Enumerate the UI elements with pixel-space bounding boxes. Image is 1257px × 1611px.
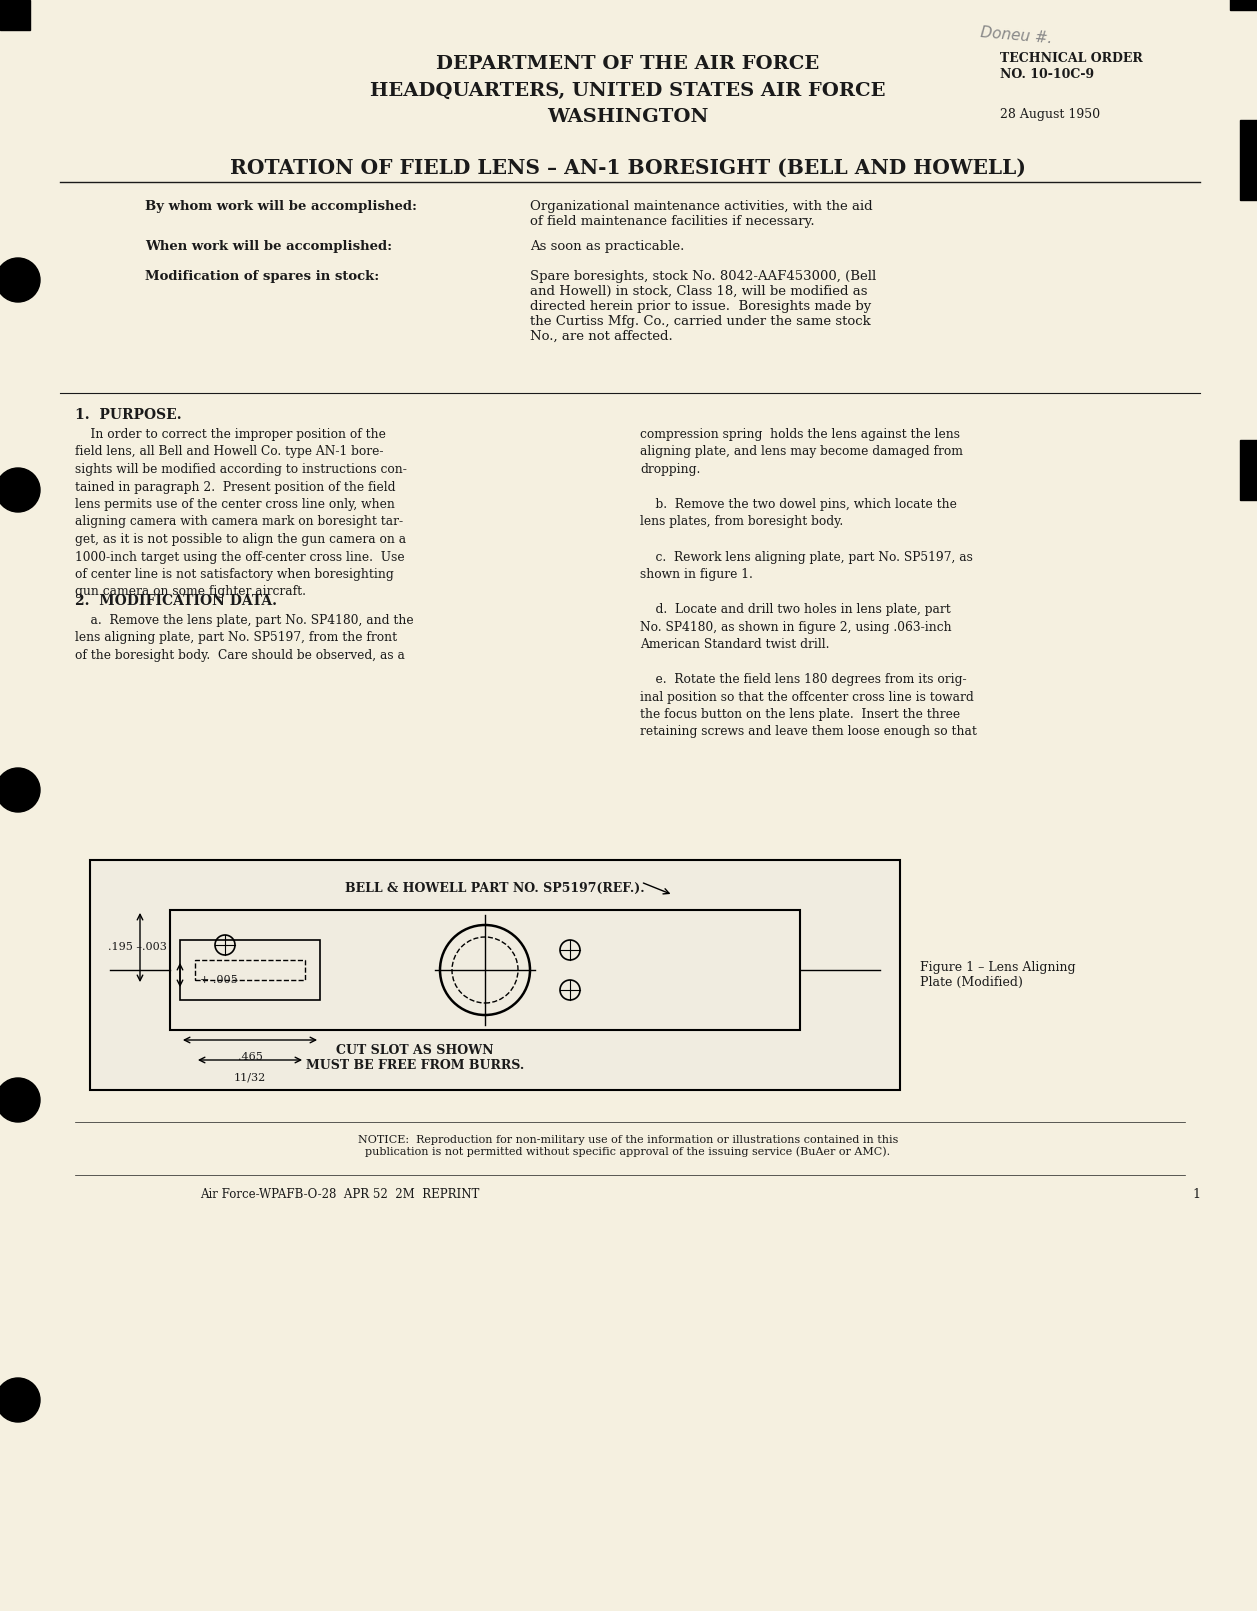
Text: .195 –.003: .195 –.003 [108,942,167,952]
Circle shape [0,1377,40,1423]
Text: a.  Remove the lens plate, part No. SP4180, and the
lens aligning plate, part No: a. Remove the lens plate, part No. SP418… [75,614,414,662]
Text: HEADQUARTERS, UNITED STATES AIR FORCE: HEADQUARTERS, UNITED STATES AIR FORCE [371,82,886,100]
Circle shape [0,469,40,512]
Text: .465: .465 [238,1052,263,1062]
Text: 1: 1 [1192,1187,1200,1200]
Text: ROTATION OF FIELD LENS – AN-1 BORESIGHT (BELL AND HOWELL): ROTATION OF FIELD LENS – AN-1 BORESIGHT … [230,158,1026,177]
Bar [180,939,321,1000]
Text: 11/32: 11/32 [234,1071,266,1083]
Text: Doneu #.: Doneu #. [980,26,1053,47]
Bar [91,860,900,1091]
Text: NO. 10-10C-9: NO. 10-10C-9 [1001,68,1094,81]
Circle shape [0,768,40,812]
Text: Modification of spares in stock:: Modification of spares in stock: [145,271,380,284]
Bar [1231,0,1257,10]
Text: CUT SLOT AS SHOWN
MUST BE FREE FROM BURRS.: CUT SLOT AS SHOWN MUST BE FREE FROM BURR… [305,1044,524,1071]
Text: Figure 1 – Lens Aligning
Plate (Modified): Figure 1 – Lens Aligning Plate (Modified… [920,962,1076,989]
Text: When work will be accomplished:: When work will be accomplished: [145,240,392,253]
Text: WASHINGTON: WASHINGTON [547,108,709,126]
Text: NOTICE:  Reproduction for non-military use of the information or illustrations c: NOTICE: Reproduction for non-military us… [358,1136,899,1157]
Bar [0,0,30,31]
Bar [170,910,799,1029]
Text: Air Force-WPAFB-O-28  APR 52  2M  REPRINT: Air Force-WPAFB-O-28 APR 52 2M REPRINT [200,1187,479,1200]
Text: TECHNICAL ORDER: TECHNICAL ORDER [1001,52,1143,64]
Text: BELL & HOWELL PART NO. SP5197(REF.).: BELL & HOWELL PART NO. SP5197(REF.). [346,881,645,896]
Text: + .005: + .005 [200,975,238,984]
Text: 28 August 1950: 28 August 1950 [1001,108,1100,121]
Circle shape [0,1078,40,1121]
Bar [0,0,20,5]
Text: As soon as practicable.: As soon as practicable. [530,240,684,253]
Circle shape [0,258,40,301]
Text: compression spring  holds the lens against the lens
aligning plate, and lens may: compression spring holds the lens agains… [640,429,977,738]
Text: 1.  PURPOSE.: 1. PURPOSE. [75,408,181,422]
Text: 2.  MODIFICATION DATA.: 2. MODIFICATION DATA. [75,594,277,607]
Bar [1239,119,1257,200]
Text: Organizational maintenance activities, with the aid
of field maintenance facilit: Organizational maintenance activities, w… [530,200,872,229]
Bar [195,960,305,979]
Text: In order to correct the improper position of the
field lens, all Bell and Howell: In order to correct the improper positio… [75,429,407,599]
Text: By whom work will be accomplished:: By whom work will be accomplished: [145,200,417,213]
Bar [1239,440,1257,499]
Text: DEPARTMENT OF THE AIR FORCE: DEPARTMENT OF THE AIR FORCE [436,55,820,72]
Text: Spare boresights, stock No. 8042-AAF453000, (Bell
and Howell) in stock, Class 18: Spare boresights, stock No. 8042-AAF4530… [530,271,876,343]
